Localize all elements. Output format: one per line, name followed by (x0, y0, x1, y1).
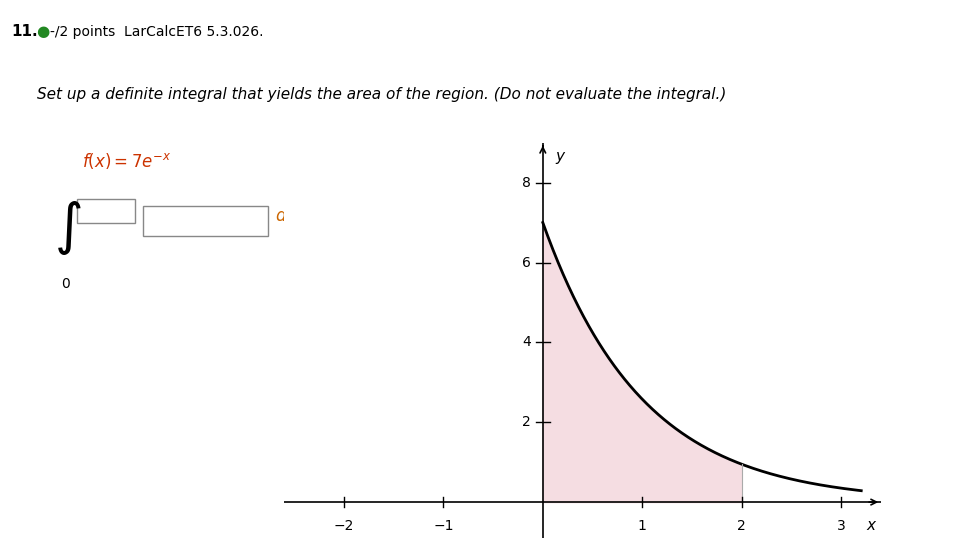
Text: 11.: 11. (12, 24, 39, 39)
Bar (77, 199, 135, 223)
Text: 6: 6 (522, 255, 531, 270)
Text: y: y (556, 149, 564, 164)
Text: x: x (867, 518, 875, 533)
Bar (143, 206, 268, 236)
Text: 2: 2 (738, 519, 746, 533)
Text: 8: 8 (522, 176, 531, 189)
Text: Set up a definite integral that yields the area of the region. (Do not evaluate : Set up a definite integral that yields t… (37, 87, 726, 103)
Text: −2: −2 (333, 519, 354, 533)
Text: 3: 3 (837, 519, 846, 533)
Text: 4: 4 (522, 335, 531, 349)
Text: ●: ● (37, 24, 50, 39)
Text: 1: 1 (638, 519, 647, 533)
Text: -/2 points  LarCalcET6 5.3.026.: -/2 points LarCalcET6 5.3.026. (50, 25, 264, 38)
Text: $dx$: $dx$ (275, 207, 298, 225)
Text: $\int$: $\int$ (54, 199, 82, 257)
Text: −1: −1 (433, 519, 454, 533)
Text: $0$: $0$ (61, 277, 70, 291)
Text: $f(x) = 7e^{-x}$: $f(x) = 7e^{-x}$ (82, 150, 171, 171)
Text: 2: 2 (522, 415, 531, 429)
